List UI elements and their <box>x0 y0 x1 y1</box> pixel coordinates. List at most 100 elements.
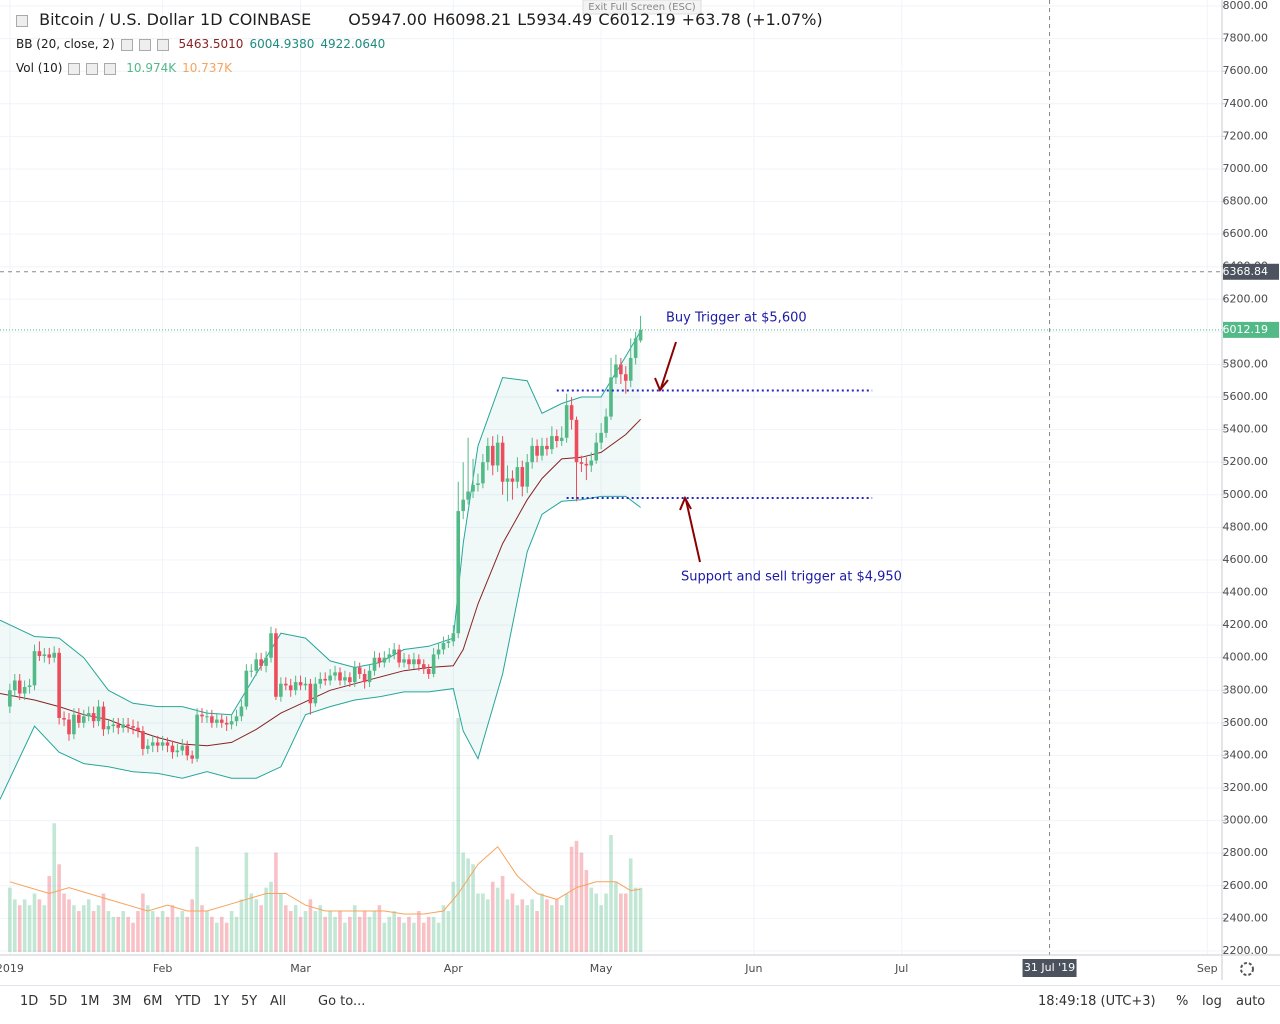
volume-bar <box>42 905 47 952</box>
candle-body <box>392 649 396 655</box>
volume-bar <box>210 916 214 952</box>
exit-button[interactable] <box>582 0 702 15</box>
range-button[interactable]: 1Y <box>213 994 230 1009</box>
crosshair-y-box <box>1223 263 1279 280</box>
range-button[interactable]: 1D <box>20 994 39 1009</box>
volume-bar <box>86 899 91 952</box>
x-tick-label: Jun <box>744 962 762 975</box>
candle-body <box>190 755 194 759</box>
x-tick-label: Apr <box>444 962 464 975</box>
volume-bar <box>234 916 239 952</box>
candle-body <box>530 445 534 463</box>
icon[interactable] <box>68 62 81 75</box>
candle-body <box>96 706 101 722</box>
range-button[interactable]: All <box>270 994 287 1009</box>
candle-body <box>180 745 185 751</box>
volume-bar <box>535 911 539 952</box>
candle-body <box>382 657 387 663</box>
candle-body <box>589 460 594 466</box>
range-button[interactable]: 3M <box>112 994 132 1009</box>
volume-bar <box>471 864 475 952</box>
candle-body <box>185 745 190 756</box>
volume-bar <box>185 916 190 952</box>
range-button[interactable]: 6M <box>143 994 163 1009</box>
candle-body <box>155 742 160 746</box>
icon[interactable] <box>104 62 117 75</box>
collapse-icon[interactable] <box>16 14 28 27</box>
range-button[interactable]: YTD <box>175 994 201 1009</box>
candle-body <box>338 672 342 681</box>
candle-body <box>283 683 288 686</box>
candle-body <box>357 667 362 674</box>
range-button[interactable]: 5D <box>49 994 68 1009</box>
volume-bar <box>165 916 170 952</box>
candle-body <box>387 654 392 658</box>
exit-button-label[interactable]: Exit Full Screen (ESC) <box>588 2 696 13</box>
candle-body <box>224 722 229 725</box>
candle-body <box>259 659 263 666</box>
range-button[interactable]: 1M <box>80 994 100 1009</box>
volume-bar <box>333 916 337 952</box>
candle-body <box>205 716 209 718</box>
candle-body <box>254 659 259 671</box>
candle-body <box>328 675 332 681</box>
icon[interactable] <box>86 62 99 75</box>
candle-body <box>628 357 633 381</box>
icon[interactable] <box>120 38 133 51</box>
candle-body <box>500 442 505 482</box>
scale-option[interactable]: log <box>1202 994 1222 1009</box>
volume-bar <box>17 905 22 952</box>
bb-fill <box>0 331 641 800</box>
candle-body <box>609 377 613 417</box>
exchange: COINBASE <box>228 10 312 29</box>
candle-body <box>52 652 57 658</box>
volume-bar <box>72 905 76 952</box>
candle-body <box>481 462 485 484</box>
volume-bar <box>215 922 219 952</box>
candle-body <box>431 654 436 674</box>
candle-body <box>106 726 111 730</box>
candle-body <box>200 714 204 717</box>
candle-body <box>239 706 244 717</box>
volume-bar <box>269 881 273 952</box>
icon[interactable] <box>138 38 151 51</box>
volume-bar <box>279 893 283 952</box>
range-button[interactable]: 5Y <box>241 994 258 1009</box>
arrow-head <box>654 377 669 392</box>
y-tick-label: 4800.00 <box>1223 520 1269 533</box>
volume-bar <box>579 852 584 952</box>
volume-bar <box>47 875 52 952</box>
candle-body <box>86 713 91 717</box>
volume-bar <box>141 893 145 952</box>
goto-button[interactable]: Go to... <box>318 994 366 1009</box>
vol-label: Vol (10) <box>16 61 63 75</box>
candle-body <box>170 745 175 753</box>
settings-icon[interactable] <box>1240 962 1254 976</box>
volume-bar <box>32 893 37 952</box>
candle-body <box>121 724 125 728</box>
volume-bar <box>525 905 530 952</box>
volume-bar <box>436 922 441 952</box>
icon[interactable] <box>156 38 169 51</box>
volume-bar <box>623 893 628 952</box>
candle-body <box>505 478 510 482</box>
y-tick-label: 5400.00 <box>1223 423 1269 436</box>
candle-body <box>37 651 42 657</box>
y-tick-label: 6800.00 <box>1223 195 1269 208</box>
candle-body <box>377 657 382 663</box>
scale-option[interactable]: % <box>1176 994 1189 1009</box>
volume-bar <box>441 905 446 952</box>
candle-body <box>343 677 347 681</box>
volume-bar <box>195 846 199 952</box>
candle-body <box>372 657 377 671</box>
candle-body <box>564 405 569 438</box>
volume-ma <box>9 845 641 915</box>
candle-body <box>81 716 86 723</box>
candle-body <box>298 682 303 686</box>
y-tick-label: 8000.00 <box>1223 0 1269 12</box>
volume-bar <box>362 911 367 952</box>
volume-bar <box>633 887 638 952</box>
volume-bar <box>584 870 589 952</box>
candle-body <box>17 680 22 694</box>
scale-option[interactable]: auto <box>1236 994 1266 1009</box>
